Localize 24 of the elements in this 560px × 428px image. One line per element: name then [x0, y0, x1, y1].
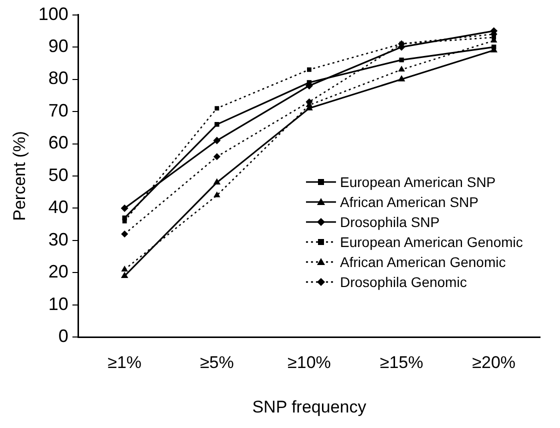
- y-tick-label: 60: [48, 132, 68, 153]
- y-tick-label: 80: [48, 68, 68, 88]
- y-tick-label: 20: [48, 262, 68, 282]
- x-tick-label: ≥15%: [380, 353, 424, 372]
- y-tick-label: 10: [48, 294, 68, 314]
- y-tick-label: 50: [48, 164, 68, 185]
- legend-label: Drosophila Genomic: [340, 273, 467, 292]
- y-tick-label: 100: [38, 4, 68, 24]
- legend-label: European American SNP: [340, 173, 496, 192]
- x-tick-label: ≥1%: [108, 353, 142, 372]
- x-tick-label: ≥10%: [288, 353, 331, 372]
- legend-label: European American Genomic: [340, 233, 523, 252]
- x-tick-label: ≥20%: [472, 353, 516, 372]
- legend-label: African American Genomic: [340, 253, 506, 272]
- y-tick-label: 90: [48, 36, 68, 56]
- y-tick-label: 30: [48, 229, 68, 250]
- x-tick-label: ≥5%: [200, 353, 234, 372]
- y-axis-title: Percent (%): [10, 131, 29, 221]
- y-tick-label: 0: [58, 326, 68, 346]
- x-axis-title: SNP frequency: [252, 397, 367, 416]
- legend-label: African American SNP: [340, 193, 478, 212]
- legend-label: Drosophila SNP: [340, 213, 440, 232]
- y-tick-label: 40: [48, 197, 68, 218]
- y-tick-label: 70: [48, 100, 68, 120]
